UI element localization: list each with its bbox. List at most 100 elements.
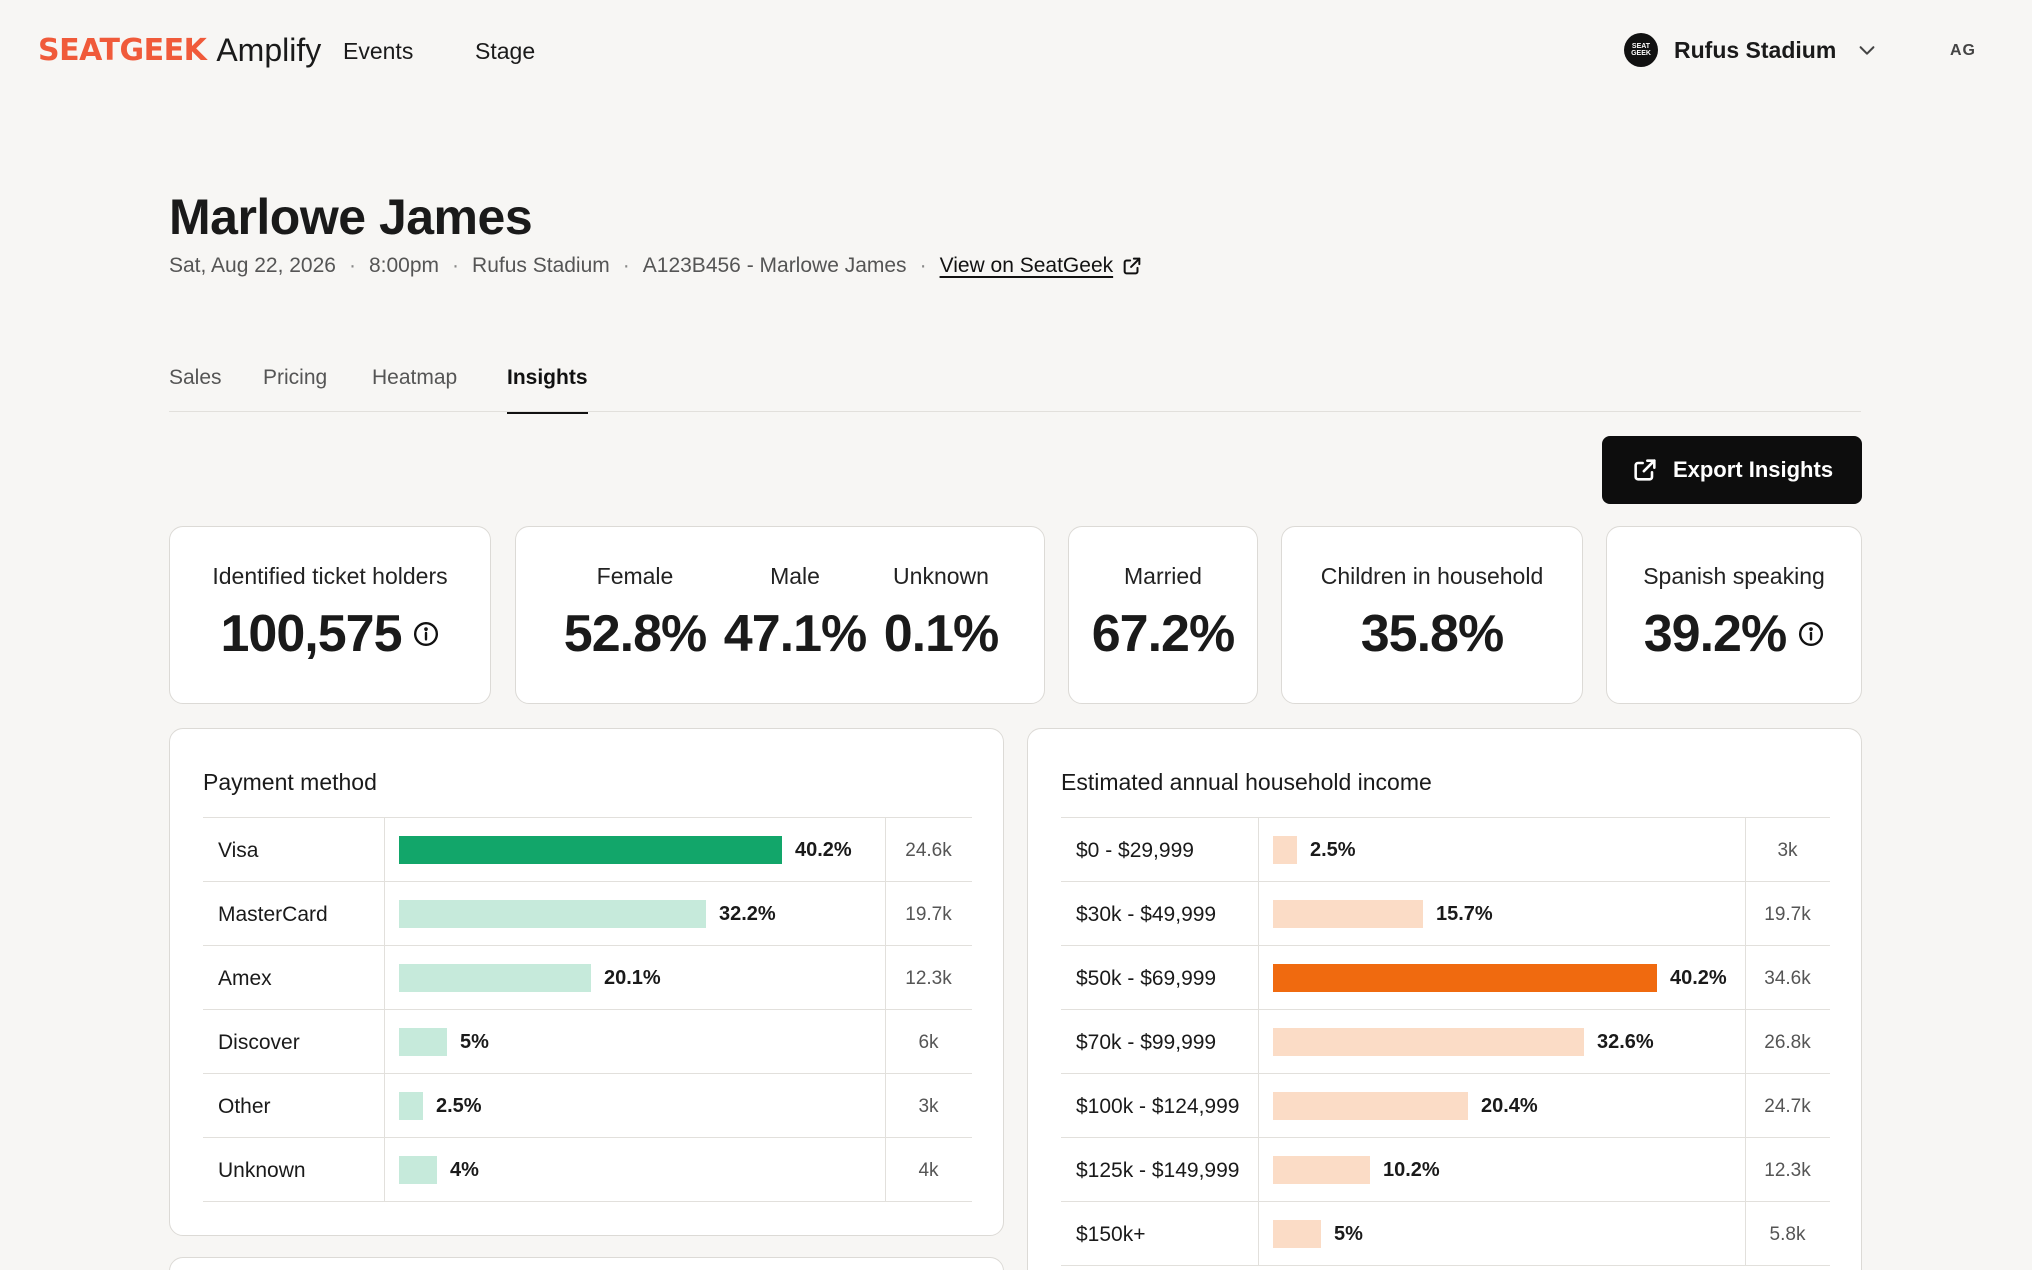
stat-label: Female [596,563,674,589]
gender-male: Male 47.1% [724,563,867,664]
bar-percent-label: 2.5% [436,1095,482,1117]
bar [1273,836,1297,864]
nav-link-events[interactable]: Events [343,38,414,64]
export-insights-button[interactable]: Export Insights [1602,436,1862,504]
table-row: Other 2.5% 3k [203,1074,972,1138]
row-count: 6k [918,1032,939,1053]
row-count: 24.7k [1764,1096,1811,1117]
row-count: 34.6k [1764,968,1811,989]
separator-dot: · [348,254,356,277]
household-income-table: $0 - $29,999 2.5% 3k $30k - $49,999 15.7% 19.… [1061,817,1830,1266]
table-row: $70k - $99,999 32.6% 26.8k [1061,1010,1830,1074]
bar [399,964,591,992]
event-code: A123B456 - Marlowe James [642,254,907,277]
row-label: Other [218,1095,271,1118]
row-label: $50k - $69,999 [1076,967,1217,990]
stat-label: Children in household [1320,563,1544,589]
gender-unknown: Unknown 0.1% [876,563,1006,664]
stat-label: Unknown [893,563,989,589]
row-count: 3k [1777,840,1798,861]
row-count: 19.7k [905,904,952,925]
column-divider [1258,818,1259,1266]
info-icon[interactable] [413,621,439,647]
event-venue: Rufus Stadium [472,254,610,277]
row-count: 12.3k [1764,1160,1811,1181]
view-link-label: View on SeatGeek [939,254,1114,277]
app-logo[interactable]: SEATGEEK Amplify [38,32,321,69]
stat-card-spanish: Spanish speaking 39.2% [1606,526,1862,704]
stat-value: 0.1% [883,605,1000,663]
info-icon[interactable] [1798,621,1824,647]
table-row: $100k - $124,999 20.4% 24.7k [1061,1074,1830,1138]
row-label: $100k - $124,999 [1076,1095,1240,1118]
bar-percent-label: 5% [1334,1223,1363,1245]
bar-percent-label: 5% [460,1031,489,1053]
column-divider [384,818,385,1202]
stat-label: Spanish speaking [1643,563,1825,589]
stat-value: 67.2% [1091,605,1235,663]
stat-value: 100,575 [221,604,440,664]
stat-value: 35.8% [1360,605,1504,663]
bar [399,1156,437,1184]
bar [1273,964,1657,992]
row-count: 4k [918,1160,939,1181]
bar-percent-label: 32.6% [1597,1031,1654,1053]
user-avatar[interactable]: AG [1950,42,1976,59]
table-row: Visa 40.2% 24.6k [203,818,972,882]
tab-heatmap[interactable]: Heatmap [372,366,458,389]
venue-name: Rufus Stadium [1674,36,1837,63]
view-on-seatgeek-link[interactable]: View on SeatGeek [940,254,1144,278]
bar [1273,900,1423,928]
bar [399,1028,447,1056]
bar-percent-label: 40.2% [795,839,852,861]
bar-percent-label: 15.7% [1436,903,1493,925]
next-card [169,1257,1004,1270]
row-label: $30k - $49,999 [1076,903,1217,926]
stat-card-gender: Female 52.8% Male 47.1% Unknown 0.1% [515,526,1045,704]
external-link-icon [1123,257,1141,275]
bar [1273,1092,1468,1120]
row-count: 12.3k [905,968,952,989]
venue-switcher[interactable]: SEAT GEEK Rufus Stadium [1624,33,1878,67]
chevron-down-icon [1859,46,1875,55]
tab-pricing[interactable]: Pricing [263,366,328,389]
separator-dot: · [622,254,630,277]
row-label: Visa [218,839,259,862]
table-row: $125k - $149,999 10.2% 12.3k [1061,1138,1830,1202]
row-label: Unknown [218,1159,306,1182]
bar [399,900,706,928]
bar-percent-label: 10.2% [1383,1159,1440,1181]
row-label: Amex [218,967,272,990]
table-row: MasterCard 32.2% 19.7k [203,882,972,946]
bar [1273,1220,1321,1248]
tab-insights[interactable]: Insights [507,366,588,414]
stat-value: 47.1% [723,605,867,663]
row-label: $0 - $29,999 [1076,839,1194,862]
card-title: Estimated annual household income [1061,769,1432,795]
event-tabs: Sales Pricing Heatmap Insights [169,362,1861,414]
table-row: Discover 5% 6k [203,1010,972,1074]
event-date: Sat, Aug 22, 2026 [169,254,336,277]
table-row: Amex 20.1% 12.3k [203,946,972,1010]
row-label: $125k - $149,999 [1076,1159,1240,1182]
nav-link-stage[interactable]: Stage [475,38,536,64]
export-insights-label: Export Insights [1672,457,1834,482]
bar [399,1092,423,1120]
event-meta: Sat, Aug 22, 2026 · 8:00pm · Rufus Stadi… [169,254,1143,278]
card-title: Payment method [203,769,377,795]
gender-female: Female 52.8% [564,563,707,664]
stat-card-ticket-holders: Identified ticket holders 100,575 [169,526,491,704]
venue-logo-icon: SEAT GEEK [1624,33,1658,67]
event-time: 8:00pm [368,254,440,277]
row-label: $70k - $99,999 [1076,1031,1217,1054]
table-row: $150k+ 5% 5.8k [1061,1202,1830,1266]
tab-sales[interactable]: Sales [169,366,222,389]
ticket-holders-value: 100,575 [220,605,403,663]
table-row: $0 - $29,999 2.5% 3k [1061,818,1830,882]
column-divider [885,818,886,1202]
row-count: 3k [918,1096,939,1117]
bar [1273,1028,1584,1056]
stat-label: Married [1124,563,1202,589]
row-count: 26.8k [1764,1032,1811,1053]
bar-percent-label: 40.2% [1670,967,1727,989]
